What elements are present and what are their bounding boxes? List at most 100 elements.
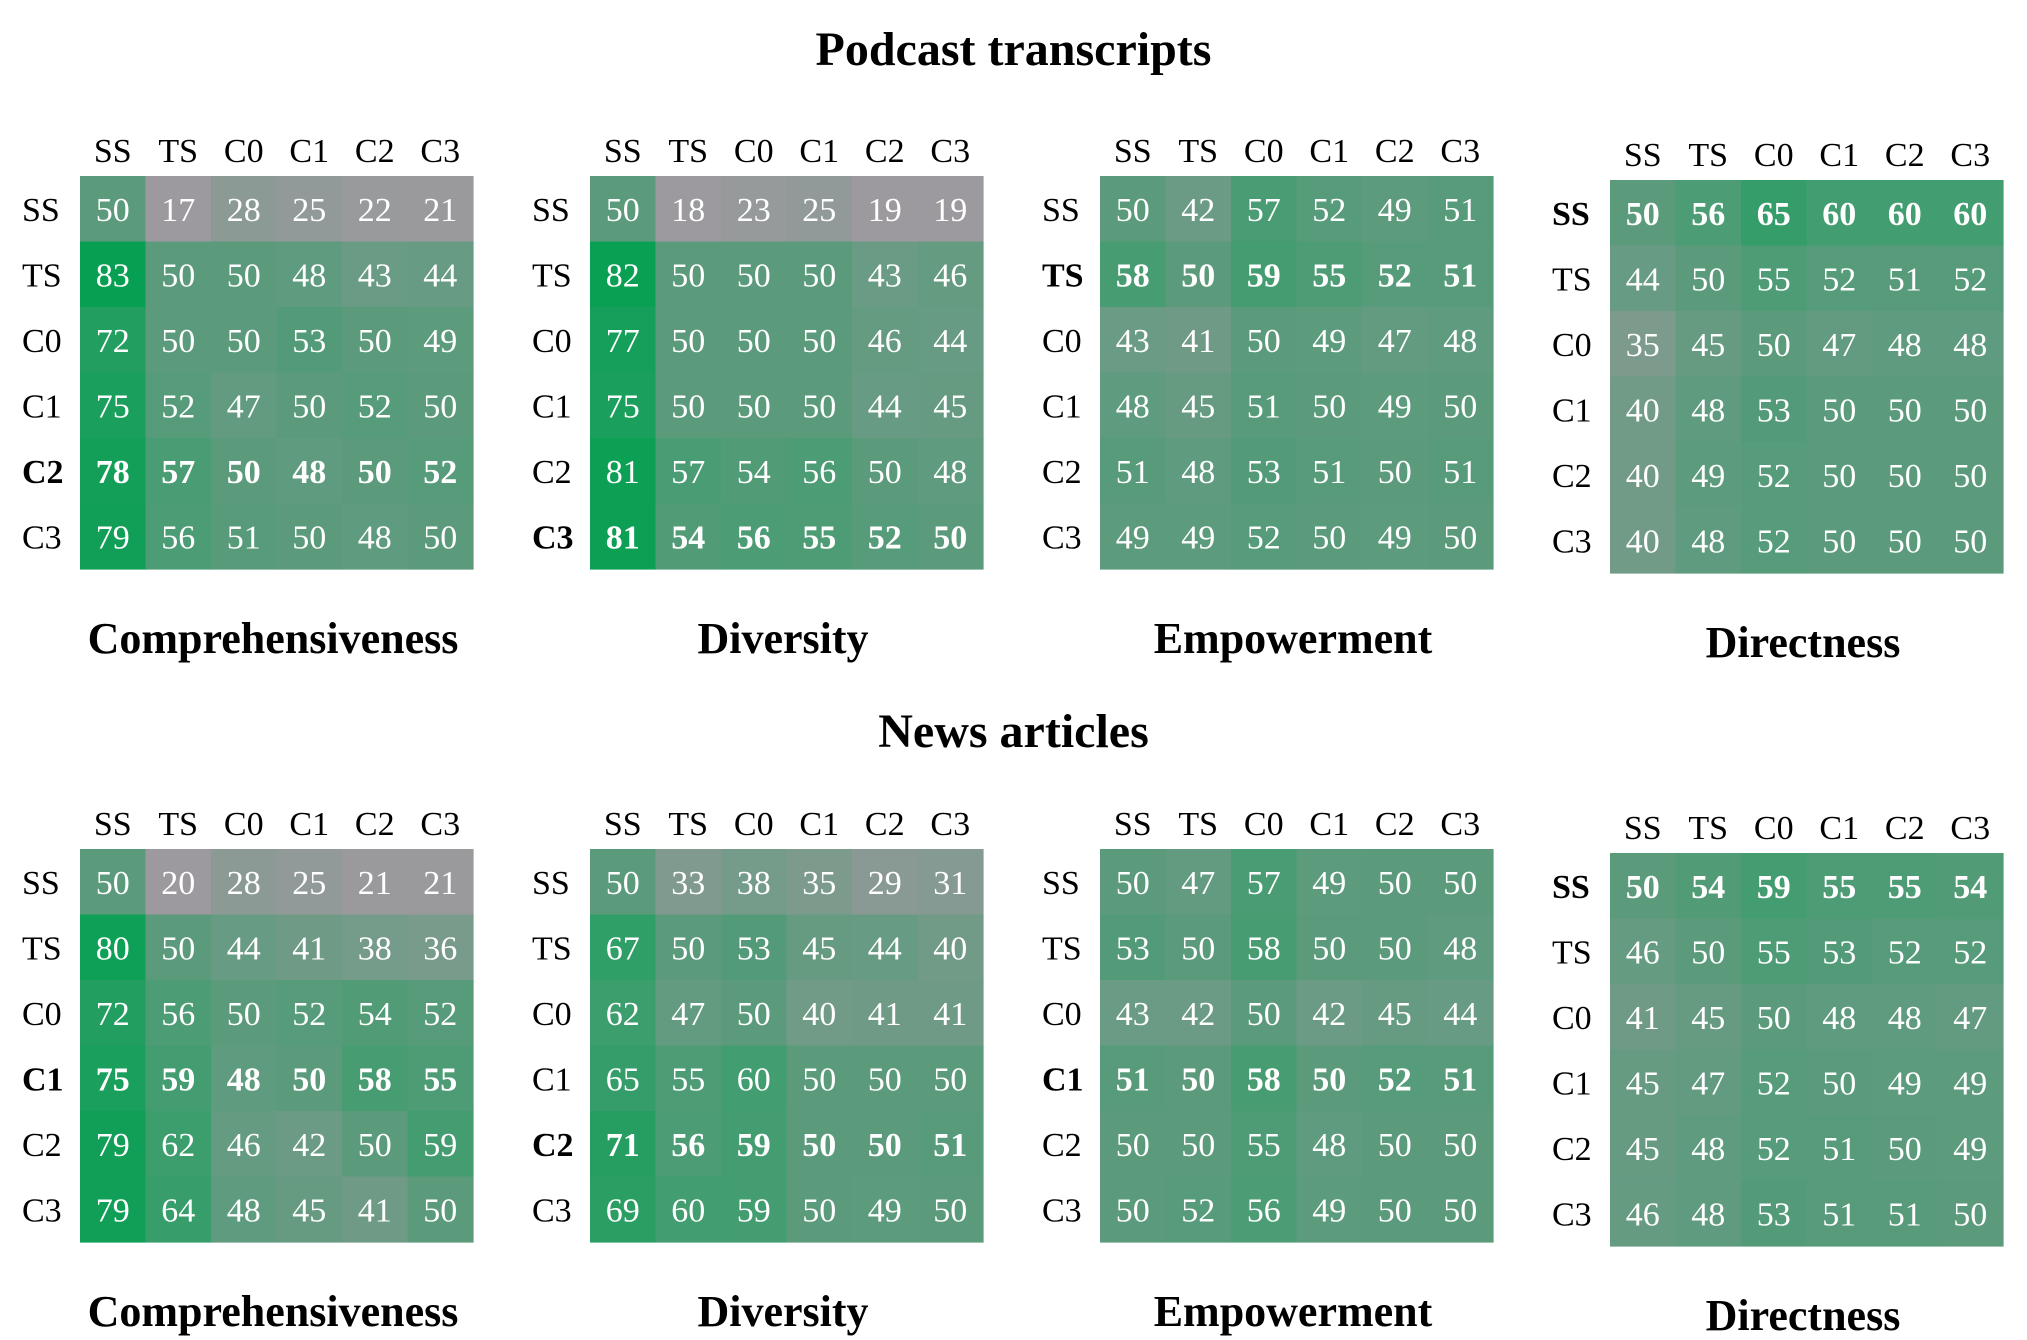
column-label: TS (1178, 133, 1218, 170)
heatmap-cell (1675, 1115, 1742, 1182)
column-label: TS (1688, 137, 1728, 174)
cell-value: 50 (1378, 454, 1412, 491)
heatmap-cell (1806, 918, 1873, 985)
cell-value: 60 (671, 1192, 705, 1229)
heatmap-cell (1872, 918, 1939, 985)
heatmap-cell (721, 849, 788, 916)
cell-value: 50 (1378, 1127, 1412, 1164)
cell-value: 53 (292, 323, 326, 360)
heatmap-cell (1427, 176, 1494, 243)
heatmap-cell (1231, 503, 1298, 570)
cell-value: 49 (1312, 865, 1346, 902)
heatmap-cell (1100, 176, 1167, 243)
cell-value: 50 (292, 1061, 326, 1098)
cell-value: 41 (1626, 1000, 1660, 1037)
heatmap-cell (1741, 918, 1808, 985)
cell-value: 58 (1116, 257, 1150, 294)
heatmap-grid: SS TS C0 C1 C2 C3 SS 50 54 59 55 55 54 TS 46 50 55 53 52 52… (1550, 797, 2009, 1252)
cell-value: 38 (358, 930, 392, 967)
heatmap-cell (1165, 438, 1232, 505)
heatmap-cell (1165, 372, 1232, 439)
heatmap-cell (407, 1111, 474, 1178)
row-label: TS (22, 930, 62, 967)
column-label: C3 (1950, 137, 1990, 174)
row-label: C3 (22, 519, 62, 556)
heatmap-cell (1872, 1180, 1939, 1247)
heatmap-cell (1427, 1045, 1494, 1112)
cell-value: 52 (292, 996, 326, 1033)
row-label: C2 (22, 1127, 62, 1164)
heatmap-cell (917, 503, 984, 570)
heatmap-cell (1937, 245, 2004, 312)
cell-value: 38 (737, 865, 771, 902)
cell-value: 45 (1691, 327, 1725, 364)
cell-value: 43 (1116, 323, 1150, 360)
cell-value: 51 (1116, 1061, 1150, 1098)
cell-value: 48 (292, 257, 326, 294)
heatmap-cell (1741, 1115, 1808, 1182)
heatmap-cell (786, 1111, 853, 1178)
heatmap-cell (145, 980, 212, 1047)
heatmap-cell (721, 1111, 788, 1178)
heatmap-cell (655, 176, 722, 243)
cell-value: 48 (227, 1192, 261, 1229)
cell-value: 51 (933, 1127, 967, 1164)
heatmap-cell (1231, 438, 1298, 505)
cell-value: 56 (671, 1127, 705, 1164)
cell-value: 50 (868, 1127, 902, 1164)
column-label: SS (1624, 810, 1662, 847)
cell-value: 53 (1757, 1196, 1791, 1233)
cell-value: 50 (1378, 930, 1412, 967)
heatmap-cell (1231, 307, 1298, 374)
heatmap-cell (211, 980, 278, 1047)
cell-value: 77 (606, 323, 640, 360)
column-label: C2 (865, 806, 905, 843)
heatmap-cell (342, 849, 409, 916)
heatmap-panel-podcast-diversity: SS TS C0 C1 C2 C3 SS 50 18 23 25 19 19 TS 82 50 50 50 43 46… (530, 120, 989, 575)
row-label: C3 (1552, 1196, 1592, 1233)
heatmap-cell (786, 849, 853, 916)
row-label: C2 (1042, 1127, 1082, 1164)
column-label: TS (1688, 810, 1728, 847)
column-label: C0 (224, 806, 264, 843)
cell-value: 50 (671, 388, 705, 425)
cell-value: 49 (868, 1192, 902, 1229)
cell-value: 50 (1626, 869, 1660, 906)
cell-value: 58 (358, 1061, 392, 1098)
cell-value: 35 (1626, 327, 1660, 364)
cell-value: 44 (868, 388, 902, 425)
cell-value: 48 (358, 519, 392, 556)
heatmap-panel-podcast-comprehensiveness: SS TS C0 C1 C2 C3 SS 50 17 28 25 22 21 TS 83 50 50 48 43 44… (20, 120, 479, 575)
column-label: C3 (420, 133, 460, 170)
heatmap-cell (1741, 311, 1808, 378)
cell-value: 58 (1247, 930, 1281, 967)
cell-value: 49 (1378, 519, 1412, 556)
heatmap-cell (1165, 1045, 1232, 1112)
heatmap-cell (1165, 176, 1232, 243)
column-label: C2 (1885, 137, 1925, 174)
cell-value: 50 (1888, 523, 1922, 560)
cell-value: 50 (96, 192, 130, 229)
cell-value: 47 (1378, 323, 1412, 360)
column-label: C2 (865, 133, 905, 170)
heatmap-cell (917, 1045, 984, 1112)
heatmap-cell (655, 503, 722, 570)
cell-value: 28 (227, 192, 261, 229)
cell-value: 43 (868, 257, 902, 294)
heatmap-cell (1100, 914, 1167, 981)
column-label: C2 (1375, 806, 1415, 843)
cell-value: 64 (161, 1192, 195, 1229)
cell-value: 21 (423, 192, 457, 229)
heatmap-cell (786, 307, 853, 374)
heatmap-cell (276, 914, 343, 981)
heatmap-cell (145, 438, 212, 505)
heatmap-cell (1741, 376, 1808, 443)
cell-value: 69 (606, 1192, 640, 1229)
cell-value: 62 (161, 1127, 195, 1164)
cell-value: 50 (1312, 519, 1346, 556)
cell-value: 56 (161, 519, 195, 556)
heatmap-cell (1741, 1049, 1808, 1116)
heatmap-cell (1675, 1180, 1742, 1247)
row-label: C1 (22, 388, 62, 425)
heatmap-cell (407, 176, 474, 243)
